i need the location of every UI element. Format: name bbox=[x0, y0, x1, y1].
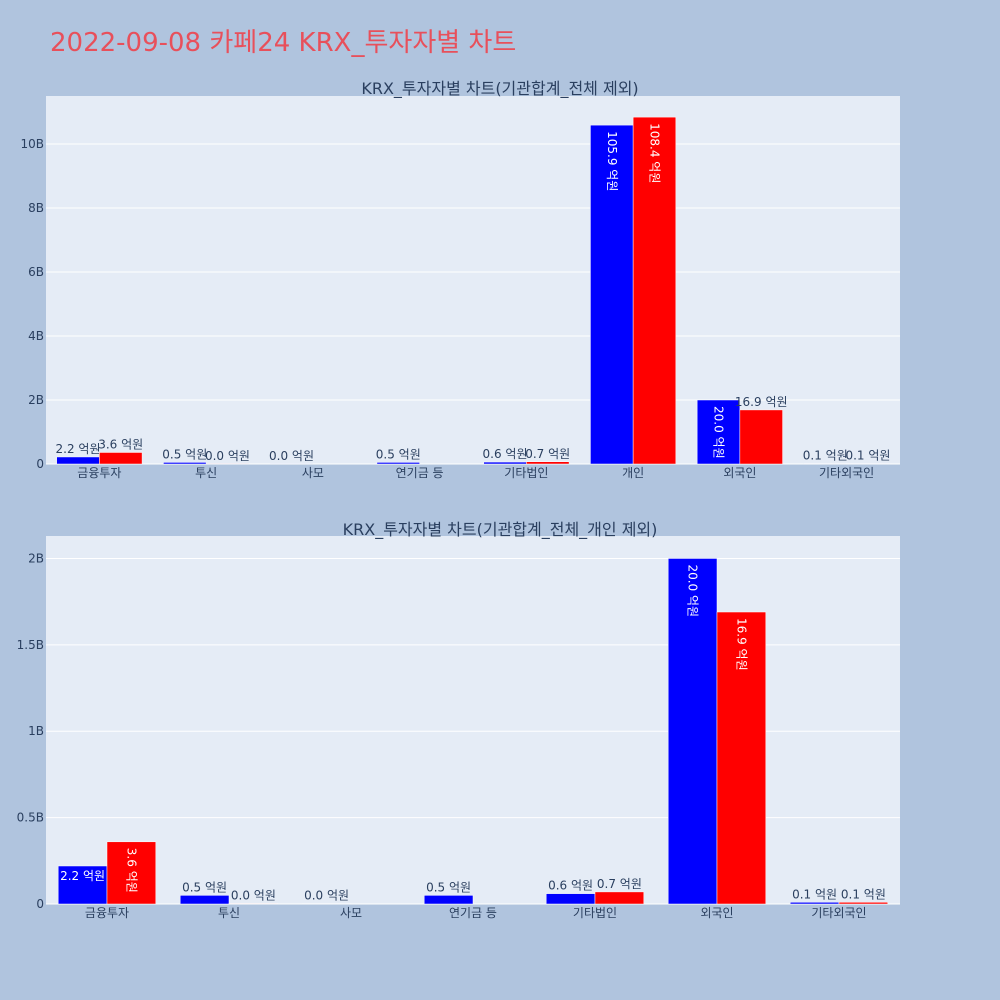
x-tick-label: 외국인 bbox=[723, 466, 756, 480]
bar bbox=[590, 124, 634, 465]
bar bbox=[739, 409, 783, 465]
bar bbox=[483, 461, 527, 465]
bar bbox=[228, 903, 279, 905]
data-label: 0.0 억원 bbox=[205, 449, 250, 463]
chart-title: KRX_투자자별 차트(기관합계_전체_개인 제외) bbox=[343, 520, 658, 540]
plot-area bbox=[46, 96, 900, 464]
data-label: 3.6 억원 bbox=[124, 848, 138, 893]
bar bbox=[163, 462, 207, 465]
data-label: 2.2 억원 bbox=[60, 869, 105, 883]
x-tick-label: 개인 bbox=[622, 466, 644, 480]
data-label: 0.1 억원 bbox=[803, 449, 848, 463]
data-label: 0.5 억원 bbox=[426, 880, 471, 894]
bar bbox=[99, 452, 143, 465]
data-label: 2.2 억원 bbox=[56, 442, 101, 456]
data-label: 105.9 억원 bbox=[605, 131, 619, 191]
bar bbox=[56, 456, 100, 465]
data-label: 20.0 억원 bbox=[712, 406, 726, 459]
bar bbox=[179, 895, 230, 905]
data-label: 0.5 억원 bbox=[162, 447, 207, 461]
data-label: 0.1 억원 bbox=[841, 887, 886, 901]
chart-1: 0 2B 4B 6B 8B 10B KRX_투자자별 차트(기관합계_전체 제외) 금융투자 2… bbox=[20, 79, 900, 480]
page-title: 2022-09-08 카페24 KRX_투자자별 차트 bbox=[50, 28, 517, 58]
data-label: 0.0 억원 bbox=[304, 889, 349, 903]
bar bbox=[594, 891, 645, 905]
bar bbox=[376, 462, 420, 465]
data-label: 0.0 억원 bbox=[269, 449, 314, 463]
data-label: 0.6 억원 bbox=[548, 879, 593, 893]
x-tick-label: 연기금 등 bbox=[396, 466, 444, 480]
y-tick-label: 6B bbox=[28, 265, 44, 279]
x-tick-label: 외국인 bbox=[700, 906, 733, 920]
x-tick-label: 기타외국인 bbox=[819, 466, 874, 480]
x-tick-label: 사모 bbox=[340, 906, 362, 920]
x-tick-label: 기타법인 bbox=[573, 906, 617, 920]
y-tick-label: 2B bbox=[28, 393, 44, 407]
bar bbox=[526, 461, 570, 465]
bar bbox=[423, 895, 474, 905]
x-tick-label: 금융투자 bbox=[77, 466, 121, 480]
y-tick-label: 0 bbox=[36, 457, 44, 471]
x-tick-label: 투신 bbox=[195, 466, 217, 480]
bar bbox=[106, 841, 157, 905]
y-tick-label: 10B bbox=[20, 137, 44, 151]
x-tick-label: 투신 bbox=[218, 906, 240, 920]
data-label: 0.1 억원 bbox=[792, 887, 837, 901]
data-label: 0.1 억원 bbox=[845, 449, 890, 463]
x-tick-label: 금융투자 bbox=[85, 906, 129, 920]
bar bbox=[667, 558, 718, 905]
data-label: 0.0 억원 bbox=[231, 888, 276, 902]
data-label: 0.7 억원 bbox=[525, 447, 570, 461]
data-label: 16.9 억원 bbox=[734, 618, 748, 671]
x-tick-label: 기타법인 bbox=[504, 466, 548, 480]
data-label: 16.9 억원 bbox=[735, 395, 788, 409]
data-label: 0.7 억원 bbox=[597, 877, 642, 891]
bar bbox=[545, 893, 596, 905]
y-tick-label: 0.5B bbox=[17, 811, 44, 825]
y-tick-label: 8B bbox=[28, 201, 44, 215]
bar bbox=[789, 902, 840, 905]
bar bbox=[838, 902, 889, 905]
data-label: 108.4 억원 bbox=[647, 123, 661, 183]
y-tick-label: 2B bbox=[28, 551, 44, 565]
bar bbox=[696, 399, 741, 465]
bar bbox=[632, 116, 677, 465]
data-label: 3.6 억원 bbox=[98, 437, 143, 451]
data-label: 0.5 억원 bbox=[376, 447, 421, 461]
x-tick-label: 연기금 등 bbox=[449, 906, 497, 920]
y-tick-label: 0 bbox=[36, 897, 44, 911]
chart-2: 0 0.5B 1B 1.5B 2B KRX_투자자별 차트(기관합계_전체_개인 제외) 금… bbox=[17, 520, 900, 920]
data-label: 0.5 억원 bbox=[182, 880, 227, 894]
plot-area bbox=[46, 536, 900, 904]
x-tick-label: 사모 bbox=[302, 466, 324, 480]
chart-title: KRX_투자자별 차트(기관합계_전체 제외) bbox=[361, 79, 638, 99]
data-label: 20.0 억원 bbox=[686, 564, 700, 617]
y-tick-label: 4B bbox=[28, 329, 44, 343]
bar bbox=[716, 611, 767, 905]
y-tick-label: 1B bbox=[28, 724, 44, 738]
y-tick-label: 1.5B bbox=[17, 638, 44, 652]
x-tick-label: 기타외국인 bbox=[811, 906, 866, 920]
data-label: 0.6 억원 bbox=[483, 447, 528, 461]
